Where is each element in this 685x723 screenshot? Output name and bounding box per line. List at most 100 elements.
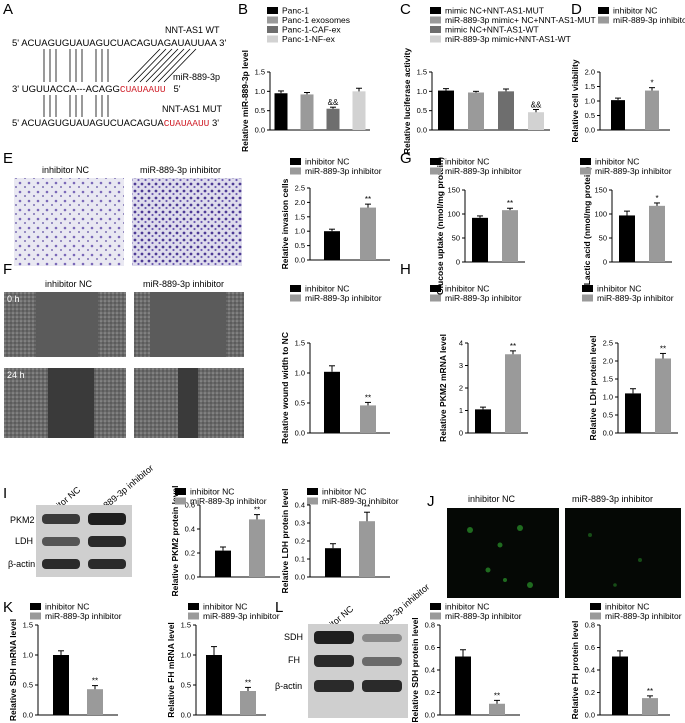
legend-label: Panc-1-CAF-ex: [282, 25, 341, 35]
legend-label: miR-889-3p inhibitor: [445, 611, 522, 621]
chart-k1: 0.0 0.5 1.0 1.5 Relative SDH mRNA level ** inh…: [8, 602, 122, 722]
bar-charts: 0.0 0.5 1.0 1.5 Relative miR-889-3p level && P…: [8, 6, 685, 723]
e-left-image: [14, 178, 124, 266]
i-band-pkm2-2: [88, 513, 126, 525]
legend-swatch: [430, 294, 441, 302]
y-tick-label: 0.3: [295, 519, 305, 528]
y-tick-label: 0.6: [585, 643, 595, 652]
panel-label-l: L: [275, 599, 283, 616]
l-band-actin-2: [362, 680, 402, 692]
y-tick-label: 0.1: [295, 555, 305, 564]
legend-label: inhibitor NC: [190, 487, 234, 497]
y-tick-label: 1.0: [23, 651, 33, 660]
panel-label-j: J: [427, 493, 435, 510]
bar: [475, 409, 491, 433]
y-tick-label: 0.6: [185, 501, 195, 510]
bar: [472, 217, 488, 262]
l-row-fh: FH: [288, 655, 300, 665]
bar: [300, 94, 314, 130]
y-tick-label: 0.8: [425, 621, 435, 630]
y-tick-label: 0.2: [295, 537, 305, 546]
legend-swatch: [307, 497, 318, 505]
y-axis-label: Relative luciferase activity: [402, 48, 412, 155]
legend-swatch: [430, 612, 441, 620]
mut-sequence: 5' ACUAGUGUAUAGUCUACAGUACUAUAAUU 3': [12, 118, 219, 129]
legend-swatch: [267, 16, 278, 24]
legend-swatch: [430, 35, 441, 43]
legend-swatch: [188, 612, 199, 620]
legend-swatch: [430, 16, 441, 24]
l-band-fh-2: [362, 657, 402, 666]
y-tick-label: 0.0: [295, 573, 305, 582]
pair-line: [151, 48, 185, 83]
y-tick-label: 2: [459, 384, 463, 393]
panel-e-invasion-images: inhibitor NC miR-889-3p inhibitor: [14, 165, 242, 266]
legend-swatch: [267, 26, 278, 33]
mir-label: miR-889-3p: [173, 72, 220, 82]
bar: [498, 91, 514, 130]
legend-swatch: [290, 294, 301, 302]
panel-label-b: B: [238, 1, 248, 18]
f-time-0h: 0 h: [7, 294, 20, 304]
l-band-fh-1: [314, 655, 354, 667]
bar: [360, 405, 376, 433]
legend-swatch: [580, 167, 591, 175]
y-tick-label: 0: [456, 258, 460, 267]
y-tick-label: 0.4: [185, 525, 195, 534]
l-row-actin: β-actin: [275, 681, 302, 691]
y-tick-label: 0.0: [585, 711, 595, 720]
legend-swatch: [430, 285, 441, 292]
legend-swatch: [590, 603, 601, 610]
panel-f-wound-images: inhibitor NC miR-889-3p inhibitor 0 h 24…: [4, 279, 244, 438]
y-axis-label: Relative SDH protein level: [410, 617, 420, 722]
f-right-label: miR-889-3p inhibitor: [143, 279, 224, 289]
f-0h-right-gap: [150, 292, 226, 357]
y-tick-label: 0.5: [23, 681, 33, 690]
chart-e: 0.0 0.5 1.0 1.5 2.0 2.5 Relative invasion cell…: [280, 157, 390, 269]
legend-swatch: [430, 26, 441, 33]
legend-label: miR-889-3p inhibitor: [595, 166, 672, 176]
bar: [206, 655, 222, 715]
mut-seq-red: CUAUAAUU: [164, 118, 210, 129]
legend-label: inhibitor NC: [445, 602, 489, 612]
j-right-image: [565, 508, 681, 598]
panel-label-d: D: [571, 1, 582, 18]
significance-mark: **: [507, 199, 513, 208]
legend-swatch: [598, 16, 609, 24]
significance-mark: **: [494, 691, 500, 700]
legend-label: miR-889-3p inhibitor: [613, 15, 685, 25]
chart-d: 0.0 0.5 1.0 1.5 2.0 Relative cell viability * i…: [570, 6, 685, 143]
i-row-pkm2: PKM2: [10, 515, 35, 525]
legend-swatch: [290, 167, 301, 175]
y-axis-label: Relative LDH protein level: [588, 336, 598, 441]
bar: [352, 91, 366, 130]
l-band-sdh-2: [362, 634, 402, 642]
y-axis-label: Relative FH mRNA level: [166, 622, 176, 718]
mir-seq-red: CUAUAAUU: [120, 84, 166, 95]
y-tick-label: 0.4: [425, 666, 435, 675]
chart-i1: 0.0 0.2 0.4 0.6 Relative PKM2 protein level *…: [170, 485, 280, 597]
e-right-image: [132, 178, 242, 266]
y-tick-label: 0.5: [255, 106, 265, 115]
legend-label: inhibitor NC: [595, 157, 639, 167]
legend-swatch: [580, 158, 591, 165]
y-tick-label: 1.0: [417, 87, 427, 96]
y-tick-label: 2.0: [585, 68, 595, 77]
legend-label: mimic NC+NNT-AS1-MUT: [445, 6, 544, 16]
panel-label-c: C: [400, 1, 411, 18]
y-tick-label: 0.0: [603, 429, 613, 438]
panel-label-i: I: [3, 485, 7, 502]
panel-a-alignment: NNT-AS1 WT 5' ACUAGUGUAUAGUCUACAGUAGAUAU…: [12, 25, 226, 129]
l-band-sdh-1: [314, 631, 354, 644]
legend-label: miR-889-3p inhibitor: [445, 293, 522, 303]
panel-j-fluorescence: inhibitor NC miR-889-3p inhibitor: [447, 494, 681, 598]
y-tick-label: 3: [459, 361, 463, 370]
mut-label: NNT-AS1 MUT: [162, 104, 223, 114]
legend-label: miR-889-3p inhibitor: [445, 166, 522, 176]
y-tick-label: 0: [459, 429, 463, 438]
significance-mark: *: [655, 194, 658, 203]
bar: [249, 519, 265, 577]
y-tick-label: 1.5: [585, 82, 595, 91]
j-right-label: miR-889-3p inhibitor: [572, 494, 653, 504]
panel-label-k: K: [3, 599, 13, 616]
